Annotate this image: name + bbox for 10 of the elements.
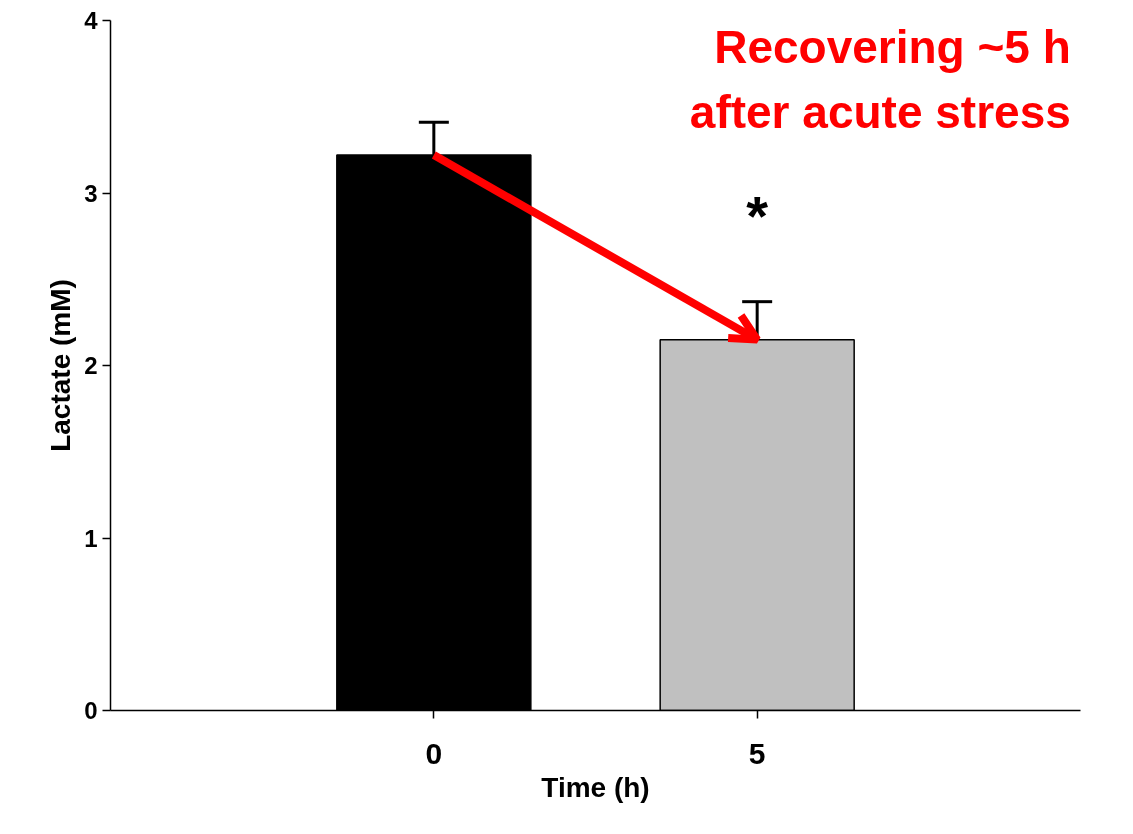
y-tick-label: 0 bbox=[84, 697, 98, 724]
y-axis-title: Lactate (mM) bbox=[45, 279, 77, 452]
annotation: Recovering ~5 h after acute stress bbox=[689, 20, 1071, 138]
x-axis-title: Time (h) bbox=[541, 771, 650, 803]
x-tick-label: 5 bbox=[748, 736, 766, 770]
y-tick-label: 3 bbox=[84, 179, 98, 207]
y-tick-label: 2 bbox=[84, 352, 98, 379]
y-tick-label: 4 bbox=[84, 7, 99, 34]
y-tick-label: 1 bbox=[84, 524, 98, 552]
annotation: * bbox=[746, 183, 769, 247]
